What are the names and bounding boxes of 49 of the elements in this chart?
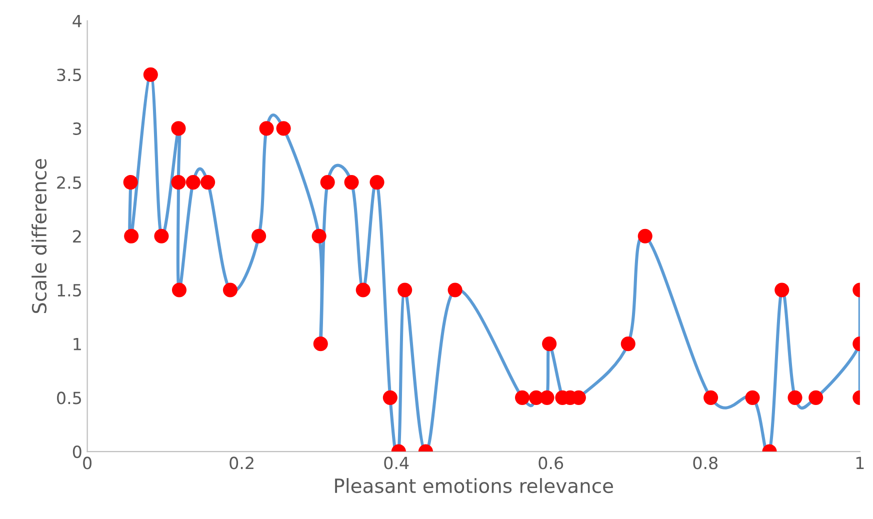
point xyxy=(356,282,370,298)
y-tick-label: 4 xyxy=(72,14,82,28)
point xyxy=(312,228,326,244)
point xyxy=(542,336,557,352)
point xyxy=(171,121,186,136)
y-tick-label: 1 xyxy=(74,338,81,350)
y-tick-label: 0.5 xyxy=(57,392,81,404)
point xyxy=(200,175,216,190)
point xyxy=(172,282,187,298)
y-tick-label: 2.5 xyxy=(57,176,81,189)
point xyxy=(143,67,158,82)
y-tick-label: 3.5 xyxy=(57,68,81,82)
y-tick-label: 2 xyxy=(73,230,81,242)
point xyxy=(745,390,760,405)
point xyxy=(171,175,186,190)
point xyxy=(382,390,398,405)
x-tick-label: 1 xyxy=(856,456,864,470)
y-tick-label: 3 xyxy=(73,122,82,136)
point xyxy=(154,228,169,244)
x-axis-title: Pleasant emotions relevance xyxy=(335,478,613,494)
point xyxy=(638,228,652,244)
point xyxy=(398,282,412,298)
point xyxy=(186,175,200,190)
point xyxy=(313,336,328,352)
point xyxy=(124,228,139,244)
point xyxy=(788,390,802,405)
point xyxy=(344,175,359,190)
point xyxy=(370,175,384,190)
x-tick-label: 0.4 xyxy=(384,456,409,470)
x-tick-label: 0.2 xyxy=(230,456,254,470)
point xyxy=(540,390,554,405)
point xyxy=(276,121,291,136)
point xyxy=(808,390,824,405)
point xyxy=(514,390,530,405)
x-tick-label: 0 xyxy=(83,456,92,470)
point xyxy=(259,121,274,136)
point xyxy=(252,228,266,244)
y-tick-label: 0 xyxy=(72,445,82,458)
point xyxy=(123,175,138,190)
x-tick-label: 0.6 xyxy=(538,456,564,470)
point xyxy=(448,282,462,298)
point xyxy=(620,336,636,352)
y-tick-label: 1.5 xyxy=(58,284,81,297)
x-tick-label: 0.8 xyxy=(693,456,718,470)
point xyxy=(222,282,238,298)
point xyxy=(320,175,335,190)
point xyxy=(704,390,718,405)
y-axis-title: Scale difference xyxy=(32,158,47,314)
point xyxy=(774,282,790,298)
